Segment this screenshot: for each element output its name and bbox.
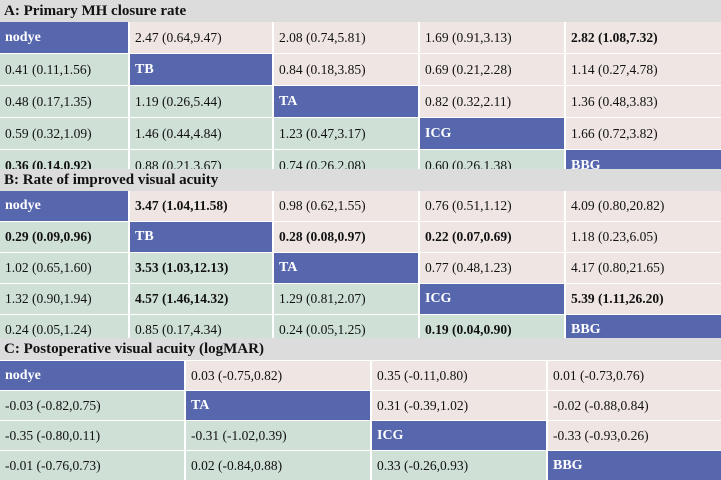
table-cell: -0.35 (-0.80,0.11)	[0, 421, 184, 450]
table-cell: 0.69 (0.21,2.28)	[420, 54, 564, 85]
table-cell: 0.84 (0.18,3.85)	[274, 54, 418, 85]
table-cell: 0.33 (-0.26,0.93)	[372, 451, 546, 480]
panel-title: A: Primary MH closure rate	[0, 0, 721, 22]
table-cell: 1.36 (0.48,3.83)	[566, 86, 721, 117]
table-cell: 4.57 (1.46,14.32)	[130, 284, 272, 314]
treatment-label: TB	[130, 222, 272, 252]
table-cell: 1.19 (0.26,5.44)	[130, 86, 272, 117]
table-cell: -0.01 (-0.76,0.73)	[0, 451, 184, 480]
treatment-label: nodye	[0, 22, 128, 53]
treatment-label: nodye	[0, 191, 128, 221]
treatment-label: ICG	[420, 118, 564, 149]
table-cell: 0.82 (0.32,2.11)	[420, 86, 564, 117]
treatment-label: TB	[130, 54, 272, 85]
table-cell: 0.76 (0.51,1.12)	[420, 191, 564, 221]
table-cell: 3.47 (1.04,11.58)	[130, 191, 272, 221]
panel-title: B: Rate of improved visual acuity	[0, 169, 721, 191]
treatment-label: nodye	[0, 361, 184, 390]
table-cell: -0.31 (-1.02,0.39)	[186, 421, 370, 450]
table-cell: 0.29 (0.09,0.96)	[0, 222, 128, 252]
table-cell: 1.46 (0.44,4.84)	[130, 118, 272, 149]
treatment-label: TA	[274, 253, 418, 283]
treatment-label: TA	[186, 391, 370, 420]
table-cell: 2.08 (0.74,5.81)	[274, 22, 418, 53]
table-cell: 0.22 (0.07,0.69)	[420, 222, 564, 252]
treatment-label: ICG	[372, 421, 546, 450]
table-cell: 4.09 (0.80,20.82)	[566, 191, 721, 221]
table-cell: 0.77 (0.48,1.23)	[420, 253, 564, 283]
table-cell: 5.39 (1.11,26.20)	[566, 284, 721, 314]
table-cell: 1.14 (0.27,4.78)	[566, 54, 721, 85]
table-cell: 0.01 (-0.73,0.76)	[548, 361, 721, 390]
table-cell: 2.82 (1.08,7.32)	[566, 22, 721, 53]
table-cell: 1.29 (0.81,2.07)	[274, 284, 418, 314]
table-cell: 4.17 (0.80,21.65)	[566, 253, 721, 283]
panel-title: C: Postoperative visual acuity (logMAR)	[0, 338, 721, 360]
table-cell: 1.23 (0.47,3.17)	[274, 118, 418, 149]
table-cell: -0.33 (-0.93,0.26)	[548, 421, 721, 450]
table-cell: 0.31 (-0.39,1.02)	[372, 391, 546, 420]
treatment-label: TA	[274, 86, 418, 117]
table-cell: 0.59 (0.32,1.09)	[0, 118, 128, 149]
table-cell: -0.03 (-0.82,0.75)	[0, 391, 184, 420]
table-cell: 0.02 (-0.84,0.88)	[186, 451, 370, 480]
table-cell: 0.41 (0.11,1.56)	[0, 54, 128, 85]
table-cell: 1.18 (0.23,6.05)	[566, 222, 721, 252]
table-cell: 0.98 (0.62,1.55)	[274, 191, 418, 221]
table-cell: 0.35 (-0.11,0.80)	[372, 361, 546, 390]
table-cell: 1.69 (0.91,3.13)	[420, 22, 564, 53]
table-cell: 1.02 (0.65,1.60)	[0, 253, 128, 283]
treatment-label: BBG	[548, 451, 721, 480]
table-cell: 2.47 (0.64,9.47)	[130, 22, 272, 53]
table-cell: 1.32 (0.90,1.94)	[0, 284, 128, 314]
table-cell: 1.66 (0.72,3.82)	[566, 118, 721, 149]
table-cell: 0.28 (0.08,0.97)	[274, 222, 418, 252]
treatment-label: ICG	[420, 284, 564, 314]
table-cell: -0.02 (-0.88,0.84)	[548, 391, 721, 420]
table-cell: 0.03 (-0.75,0.82)	[186, 361, 370, 390]
table-cell: 3.53 (1.03,12.13)	[130, 253, 272, 283]
table-cell: 0.48 (0.17,1.35)	[0, 86, 128, 117]
